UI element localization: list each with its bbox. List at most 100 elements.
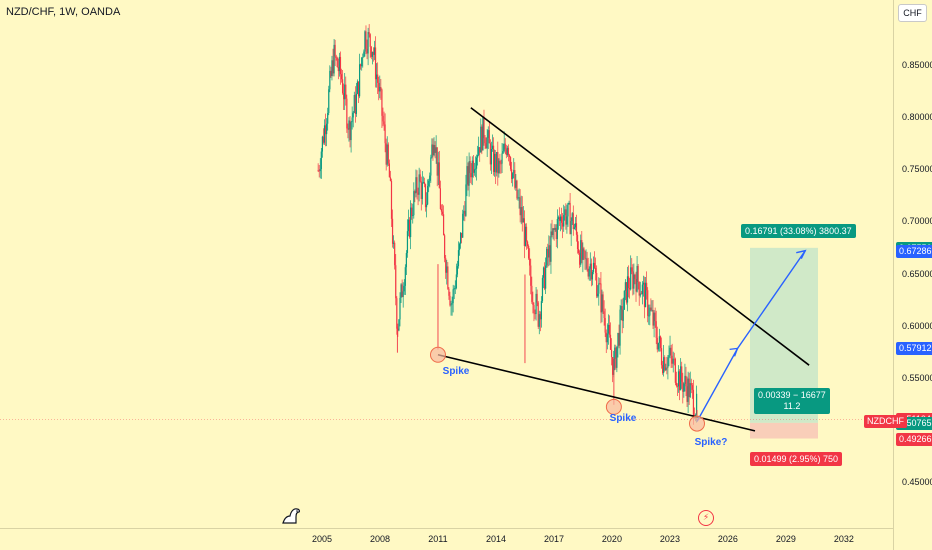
- y-tick-label: 0.55000: [902, 372, 932, 383]
- candle-body: [433, 144, 435, 156]
- candle-body: [513, 170, 515, 174]
- candle-body: [368, 32, 370, 35]
- candle-body: [329, 70, 331, 90]
- candle-body: [487, 130, 489, 138]
- candle-body: [690, 383, 692, 386]
- candle-body: [564, 209, 566, 216]
- candle-body: [692, 389, 695, 416]
- candle-body: [503, 143, 505, 152]
- candle-body: [552, 228, 554, 236]
- currency-button[interactable]: CHF: [898, 4, 927, 22]
- price-candles: [317, 24, 698, 425]
- candle-body: [405, 253, 407, 268]
- candle-body: [608, 325, 611, 335]
- candle-body: [500, 163, 502, 165]
- candle-body: [319, 169, 321, 172]
- candle-body: [416, 177, 418, 193]
- candle-body: [522, 218, 524, 223]
- candle-body: [622, 309, 624, 321]
- candle-body: [327, 112, 329, 124]
- candle-body: [496, 152, 498, 173]
- candle-body: [362, 57, 364, 59]
- candle-body: [427, 186, 429, 205]
- candle-body: [647, 290, 649, 316]
- candle-body: [429, 175, 431, 181]
- candle-body: [661, 365, 664, 373]
- candle-body: [413, 191, 415, 216]
- candle-body: [462, 213, 464, 238]
- candle-body: [556, 218, 558, 240]
- candle-body: [398, 319, 400, 331]
- candle-body: [379, 86, 381, 92]
- flash-icon[interactable]: ⚡: [698, 510, 714, 526]
- candle-body: [598, 283, 600, 294]
- candle-body: [494, 153, 496, 172]
- candle-body: [384, 124, 386, 144]
- candle-body: [521, 207, 523, 223]
- candle-body: [565, 209, 567, 225]
- candle-body: [446, 266, 448, 273]
- candle-body: [324, 125, 327, 135]
- candle-body: [515, 180, 517, 188]
- spike-marker-2: [605, 398, 622, 415]
- candle-body: [445, 258, 447, 273]
- candle-body: [531, 285, 533, 302]
- candle-body: [337, 67, 339, 72]
- candle-body: [557, 217, 560, 219]
- candle-body: [411, 207, 413, 216]
- candle-body: [376, 74, 378, 80]
- candle-body: [658, 336, 661, 343]
- candle-body: [440, 209, 443, 212]
- candle-body: [540, 301, 542, 320]
- price-tag: 0.57912: [896, 342, 932, 356]
- candle-body: [349, 120, 351, 141]
- candle-body: [444, 235, 446, 259]
- candle-body: [595, 267, 597, 273]
- candle-body: [504, 143, 506, 150]
- candle-body: [380, 86, 382, 90]
- candle-body: [686, 386, 688, 402]
- candle-body: [335, 56, 337, 58]
- candle-body: [421, 182, 423, 199]
- candle-body: [663, 357, 665, 373]
- candle-body: [473, 169, 476, 173]
- candle-body: [582, 248, 584, 260]
- candle-body: [691, 385, 693, 390]
- candle-body: [404, 267, 406, 286]
- candle-body: [572, 213, 574, 229]
- candle-body: [322, 136, 325, 143]
- candle-body: [461, 232, 463, 238]
- candle-body: [517, 197, 519, 199]
- candle-body: [508, 155, 511, 158]
- candle-body: [555, 227, 557, 240]
- candle-body: [650, 307, 652, 311]
- loss-zone: [750, 422, 818, 439]
- candle-body: [390, 180, 393, 219]
- candle-body: [688, 378, 690, 397]
- candle-body: [341, 79, 344, 94]
- candle-body: [667, 357, 669, 368]
- candle-body: [670, 347, 672, 356]
- candle-body: [534, 313, 536, 315]
- candle-body: [591, 271, 594, 280]
- candle-body: [649, 307, 651, 316]
- candle-body: [560, 216, 563, 223]
- candle-body: [514, 170, 516, 188]
- candle-body: [683, 383, 685, 392]
- candle-body: [336, 57, 338, 68]
- candle-body: [497, 152, 499, 174]
- candle-body: [395, 265, 397, 299]
- candle-body: [656, 337, 658, 350]
- candle-body: [567, 203, 569, 217]
- candle-body: [381, 89, 383, 116]
- candle-body: [634, 274, 636, 279]
- candle-body: [450, 304, 452, 306]
- candle-body: [382, 115, 384, 122]
- candle-body: [644, 282, 647, 308]
- candle-body: [571, 213, 573, 222]
- candle-body: [396, 298, 398, 329]
- candle-body: [580, 240, 582, 265]
- candle-body: [685, 375, 687, 387]
- candle-body: [597, 293, 599, 297]
